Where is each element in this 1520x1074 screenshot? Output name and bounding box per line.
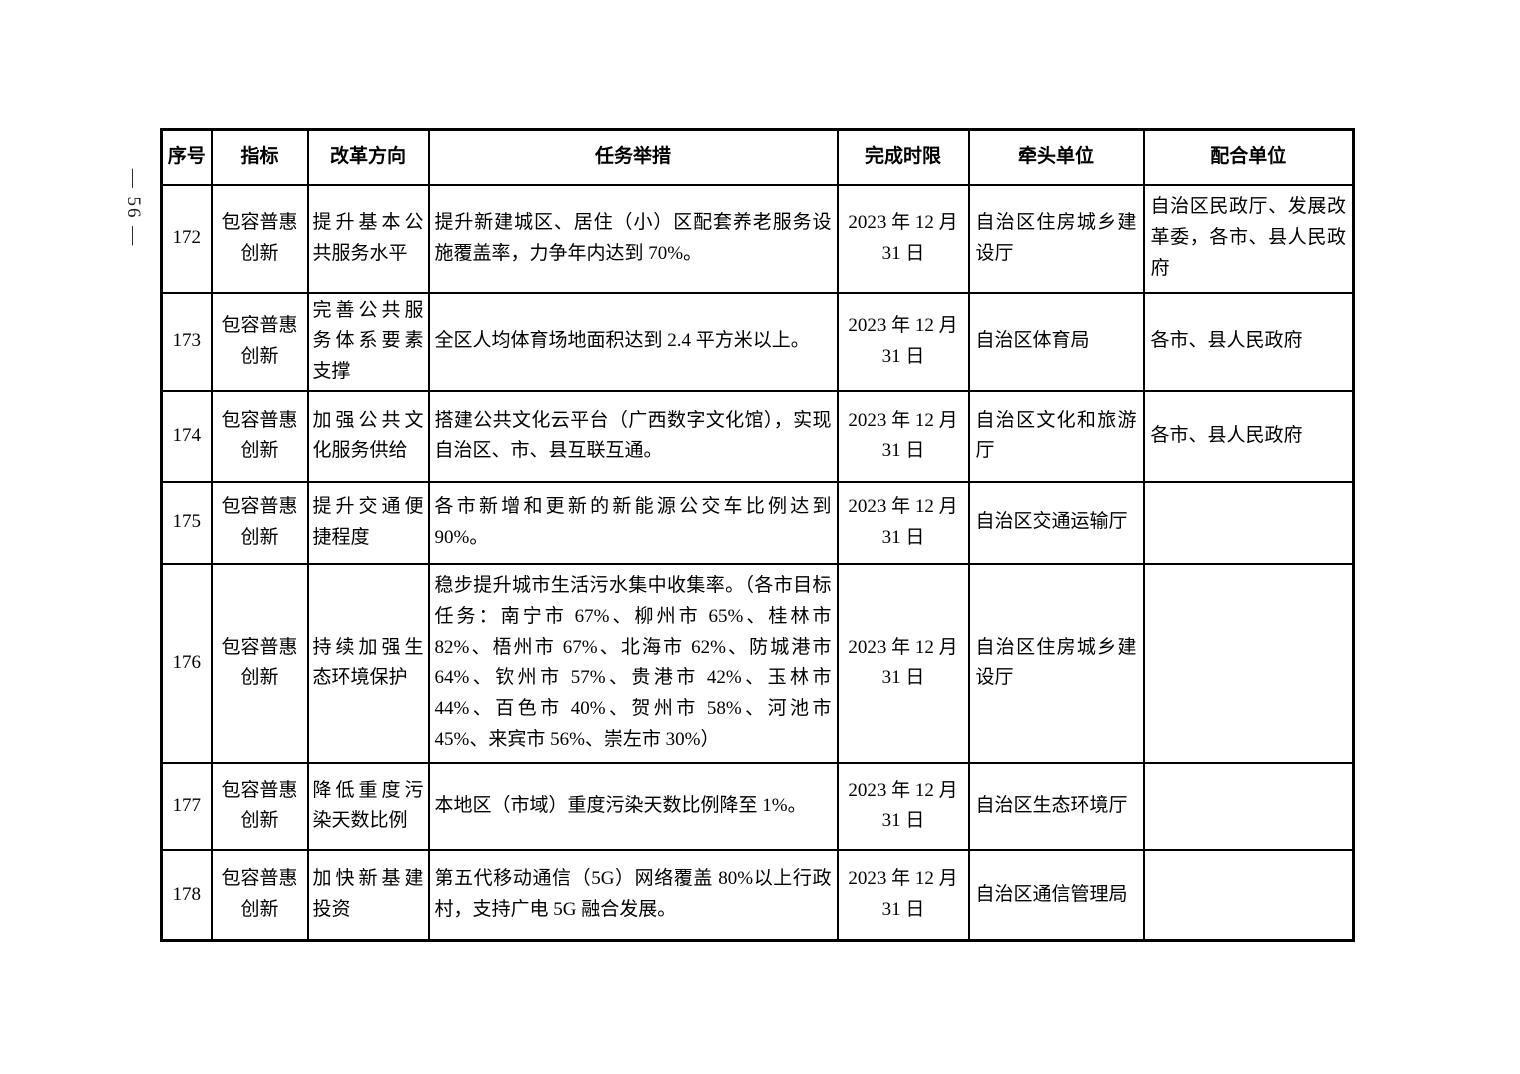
cell-serial-number: 174 [160, 389, 213, 483]
cell-task-measures: 稳步提升城市生活污水集中收集率。（各市目标任务：南宁市 67%、柳州市 65%、… [427, 562, 839, 764]
cell-serial-number: 173 [160, 291, 213, 392]
col-header-task-measures: 任务举措 [427, 128, 839, 186]
cell-deadline: 2023 年 12 月 31 日 [836, 848, 970, 942]
cell-reform-direction: 加快新基建投资 [306, 848, 430, 942]
cell-support-unit: 各市、县人民政府 [1142, 291, 1355, 392]
cell-reform-direction: 完善公共服务体系要素支撑 [306, 291, 430, 392]
table-row: 173 包容普惠创新 完善公共服务体系要素支撑 全区人均体育场地面积达到 2.4… [160, 291, 1355, 392]
cell-task-measures: 搭建公共文化云平台（广西数字文化馆），实现自治区、市、县互联互通。 [427, 389, 839, 483]
cell-support-unit: 自治区民政厅、发展改革委，各市、县人民政府 [1142, 183, 1355, 294]
cell-indicator: 包容普惠创新 [210, 291, 309, 392]
cell-deadline: 2023 年 12 月 31 日 [836, 389, 970, 483]
reform-tasks-table: 序号 指标 改革方向 任务举措 完成时限 牵头单位 配合单位 172 包容普惠创… [160, 128, 1355, 943]
cell-deadline: 2023 年 12 月 31 日 [836, 562, 970, 764]
cell-task-measures: 本地区（市域）重度污染天数比例降至 1%。 [427, 761, 839, 851]
cell-reform-direction: 提升基本公共服务水平 [306, 183, 430, 294]
col-header-indicator: 指标 [210, 128, 309, 186]
table-header-row: 序号 指标 改革方向 任务举措 完成时限 牵头单位 配合单位 [160, 128, 1355, 186]
cell-serial-number: 175 [160, 480, 213, 565]
cell-indicator: 包容普惠创新 [210, 183, 309, 294]
cell-support-unit [1142, 562, 1355, 764]
cell-serial-number: 172 [160, 183, 213, 294]
cell-deadline: 2023 年 12 月 31 日 [836, 761, 970, 851]
cell-reform-direction: 提升交通便捷程度 [306, 480, 430, 565]
cell-lead-unit: 自治区文化和旅游厅 [967, 389, 1145, 483]
table-row: 177 包容普惠创新 降低重度污染天数比例 本地区（市域）重度污染天数比例降至 … [160, 761, 1355, 851]
cell-indicator: 包容普惠创新 [210, 761, 309, 851]
cell-serial-number: 178 [160, 848, 213, 942]
table-row: 178 包容普惠创新 加快新基建投资 第五代移动通信（5G）网络覆盖 80%以上… [160, 848, 1355, 942]
col-header-reform-direction: 改革方向 [306, 128, 430, 186]
col-header-support-unit: 配合单位 [1142, 128, 1355, 186]
cell-deadline: 2023 年 12 月 31 日 [836, 291, 970, 392]
cell-lead-unit: 自治区生态环境厅 [967, 761, 1145, 851]
col-header-serial-number: 序号 [160, 128, 213, 186]
cell-indicator: 包容普惠创新 [210, 562, 309, 764]
cell-support-unit: 各市、县人民政府 [1142, 389, 1355, 483]
cell-indicator: 包容普惠创新 [210, 480, 309, 565]
table-row: 175 包容普惠创新 提升交通便捷程度 各市新增和更新的新能源公交车比例达到 9… [160, 480, 1355, 565]
cell-serial-number: 177 [160, 761, 213, 851]
cell-deadline: 2023 年 12 月 31 日 [836, 480, 970, 565]
col-header-lead-unit: 牵头单位 [967, 128, 1145, 186]
table-row: 172 包容普惠创新 提升基本公共服务水平 提升新建城区、居住（小）区配套养老服… [160, 183, 1355, 294]
cell-lead-unit: 自治区通信管理局 [967, 848, 1145, 942]
cell-reform-direction: 持续加强生态环境保护 [306, 562, 430, 764]
cell-reform-direction: 加强公共文化服务供给 [306, 389, 430, 483]
page-number: — 56 — [123, 168, 144, 248]
cell-task-measures: 提升新建城区、居住（小）区配套养老服务设施覆盖率，力争年内达到 70%。 [427, 183, 839, 294]
cell-lead-unit: 自治区交通运输厅 [967, 480, 1145, 565]
col-header-deadline: 完成时限 [836, 128, 970, 186]
cell-lead-unit: 自治区住房城乡建设厅 [967, 562, 1145, 764]
cell-deadline: 2023 年 12 月 31 日 [836, 183, 970, 294]
cell-support-unit [1142, 480, 1355, 565]
cell-support-unit [1142, 761, 1355, 851]
cell-task-measures: 全区人均体育场地面积达到 2.4 平方米以上。 [427, 291, 839, 392]
cell-task-measures: 各市新增和更新的新能源公交车比例达到 90%。 [427, 480, 839, 565]
cell-support-unit [1142, 848, 1355, 942]
cell-lead-unit: 自治区住房城乡建设厅 [967, 183, 1145, 294]
cell-indicator: 包容普惠创新 [210, 389, 309, 483]
cell-task-measures: 第五代移动通信（5G）网络覆盖 80%以上行政村，支持广电 5G 融合发展。 [427, 848, 839, 942]
cell-lead-unit: 自治区体育局 [967, 291, 1145, 392]
table-row: 176 包容普惠创新 持续加强生态环境保护 稳步提升城市生活污水集中收集率。（各… [160, 562, 1355, 764]
table-row: 174 包容普惠创新 加强公共文化服务供给 搭建公共文化云平台（广西数字文化馆）… [160, 389, 1355, 483]
cell-indicator: 包容普惠创新 [210, 848, 309, 942]
cell-serial-number: 176 [160, 562, 213, 764]
cell-reform-direction: 降低重度污染天数比例 [306, 761, 430, 851]
